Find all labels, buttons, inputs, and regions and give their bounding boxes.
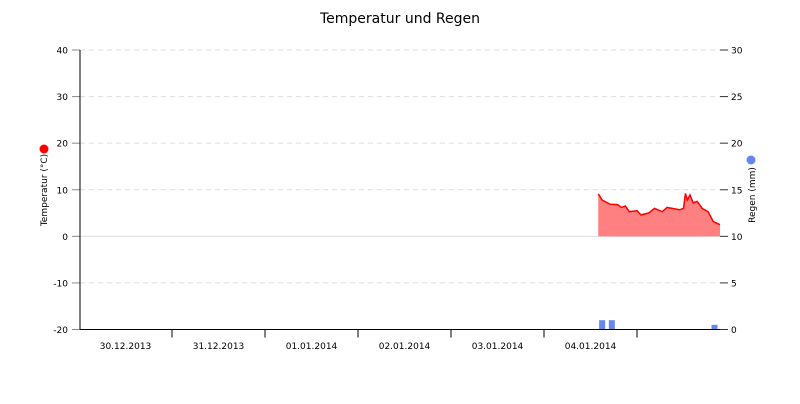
x-tick-label: 03.01.2014 — [472, 342, 524, 352]
x-tick-label: 31.12.2013 — [193, 342, 245, 352]
y-left-tick-label: 40 — [57, 47, 69, 57]
y-right-label: Regen (mm) — [748, 167, 758, 223]
y-right-tick-label: 30 — [731, 47, 743, 57]
y-right-tick-label: 15 — [731, 186, 742, 196]
y-right-tick-label: 25 — [731, 93, 742, 103]
y-left-tick-label: -20 — [53, 326, 68, 336]
rain-bar — [608, 320, 615, 330]
x-tick-label: 30.12.2013 — [100, 342, 152, 352]
x-tick-label: 02.01.2014 — [379, 342, 431, 352]
y-left-label: Temperatur (°C) — [40, 154, 50, 227]
y-left-tick-label: 10 — [57, 186, 69, 196]
y-left-tick-label: 30 — [57, 93, 69, 103]
y-right-tick-label: 0 — [731, 326, 737, 336]
y-left-tick-label: -10 — [53, 279, 68, 289]
y-right-tick-label: 20 — [731, 140, 743, 150]
temperature-legend-dot — [39, 144, 49, 154]
x-tick-label: 04.01.2014 — [565, 342, 617, 352]
temperature-line — [597, 193, 721, 226]
y-left-tick-label: 20 — [57, 140, 69, 150]
rain-bar — [599, 320, 606, 330]
y-right-tick-label: 10 — [731, 233, 743, 243]
chart-title: Temperatur und Regen — [319, 11, 480, 27]
rain-legend-dot — [746, 155, 756, 165]
y-right-tick-label: 5 — [731, 279, 737, 289]
y-left-tick-label: 0 — [62, 233, 68, 243]
x-tick-label: 01.01.2014 — [286, 342, 338, 352]
rain-bar — [711, 324, 718, 330]
temperature-area — [598, 193, 720, 237]
